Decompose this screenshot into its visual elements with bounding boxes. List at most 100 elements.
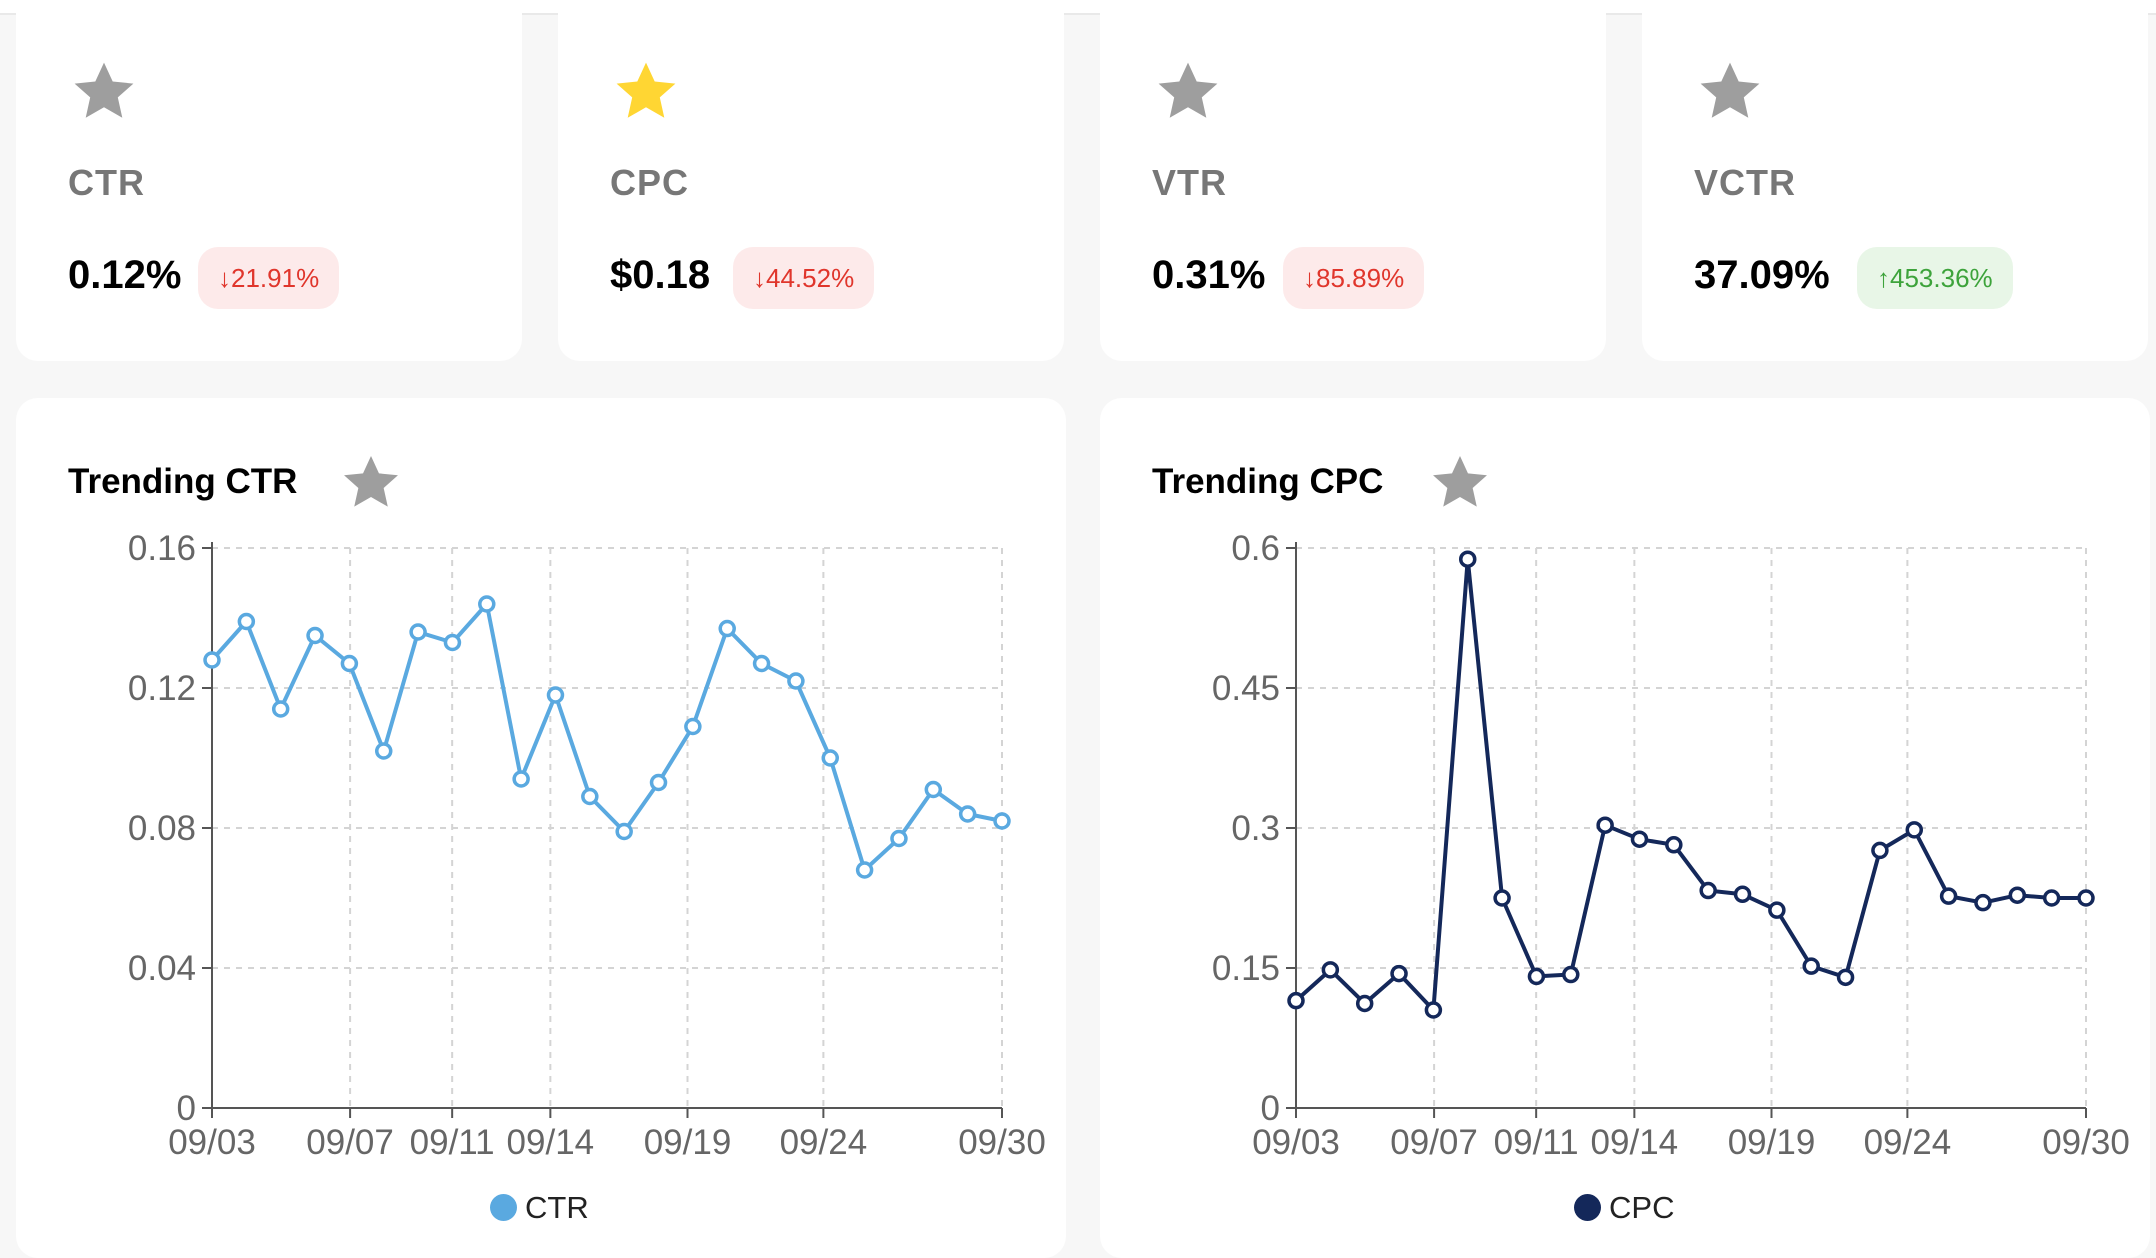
data-point[interactable] (409, 623, 427, 641)
kpi-value: 0.31% (1152, 253, 1266, 297)
data-point[interactable] (993, 812, 1011, 830)
y-tick-label: 0 (177, 1089, 196, 1128)
data-point[interactable] (306, 626, 324, 645)
x-tick-label: 09/30 (2042, 1123, 2130, 1162)
data-point[interactable] (2077, 889, 2095, 907)
chart-title: Trending CTR (68, 462, 298, 501)
y-tick-label: 0.45 (1212, 669, 1280, 708)
data-point[interactable] (718, 619, 736, 638)
y-tick-label: 0.3 (1231, 809, 1280, 848)
x-tick-label: 09/19 (1728, 1123, 1816, 1162)
data-point[interactable] (855, 861, 874, 879)
y-tick-label: 0.15 (1212, 949, 1280, 988)
x-tick-label: 09/07 (1390, 1123, 1478, 1162)
kpi-label: VTR (1152, 162, 1227, 203)
kpi-card-vctr[interactable]: VCTR 37.09% ↑453.36% (1642, 0, 2148, 361)
kpi-value: 37.09% (1694, 253, 1830, 297)
favorite-star-icon[interactable] (68, 56, 140, 128)
data-point[interactable] (1939, 887, 1958, 905)
data-point[interactable] (1836, 968, 1855, 987)
data-point[interactable] (1321, 961, 1340, 979)
kpi-card-vtr[interactable]: VTR 0.31% ↓85.89% (1100, 0, 1606, 361)
data-point[interactable] (1390, 964, 1408, 983)
kpi-change-badge: ↓21.91% (198, 247, 340, 309)
data-point[interactable] (374, 742, 393, 760)
favorite-star-icon[interactable] (338, 450, 404, 516)
data-point[interactable] (684, 717, 702, 736)
trending-cpc-card: Trending CPC 0 0.15 0.3 0.45 0.6 09/03 09/07 09… (1100, 398, 2150, 1258)
data-point[interactable] (1905, 821, 1924, 839)
kpi-card-ctr[interactable]: CTR 0.12% ↓21.91% (16, 0, 522, 361)
data-point[interactable] (1630, 830, 1649, 848)
data-point[interactable] (271, 700, 290, 718)
data-point[interactable] (1596, 816, 1614, 834)
kpi-label: CTR (68, 162, 145, 203)
data-point[interactable] (1562, 965, 1580, 984)
x-tick-label: 09/19 (644, 1123, 732, 1162)
x-tick-label: 09/14 (507, 1123, 595, 1162)
data-point[interactable] (237, 612, 256, 631)
trending-ctr-card: Trending CTR 0 0.04 0.08 0.12 0.16 09/03 09/07… (16, 398, 1066, 1258)
data-point[interactable] (787, 672, 805, 690)
data-point[interactable] (1768, 901, 1786, 919)
data-point[interactable] (1527, 967, 1546, 986)
data-point[interactable] (2008, 886, 2027, 904)
y-tick-label: 0 (1261, 1089, 1280, 1128)
y-tick-label: 0.08 (128, 809, 196, 848)
data-point[interactable] (1355, 994, 1374, 1013)
kpi-label: CPC (610, 162, 690, 203)
data-point[interactable] (1287, 991, 1305, 1010)
data-point[interactable] (203, 651, 221, 669)
favorite-star-icon[interactable] (610, 56, 682, 128)
y-tick-label: 0.6 (1231, 529, 1280, 568)
data-point[interactable] (752, 654, 771, 673)
cpc-line-chart: 0 0.15 0.3 0.45 0.6 09/03 09/07 09/11 09/14 09/19… (1212, 529, 2130, 1162)
data-point[interactable] (443, 633, 462, 652)
data-point[interactable] (649, 773, 668, 792)
data-point[interactable] (1699, 881, 1717, 900)
legend-swatch (1574, 1194, 1601, 1221)
data-point[interactable] (2042, 889, 2061, 907)
data-point[interactable] (478, 595, 496, 613)
chart-legend: CTR (490, 1190, 589, 1226)
x-tick-label: 09/03 (168, 1123, 256, 1162)
data-point[interactable] (1974, 893, 1992, 912)
legend-label: CTR (525, 1190, 589, 1225)
favorite-star-icon[interactable] (1694, 56, 1766, 128)
y-tick-label: 0.04 (128, 949, 196, 988)
kpi-label: VCTR (1694, 162, 1796, 203)
data-point[interactable] (821, 749, 840, 767)
series-line (210, 602, 1003, 872)
data-point[interactable] (1424, 1001, 1443, 1019)
data-point[interactable] (512, 770, 530, 788)
kpi-card-cpc[interactable]: CPC $0.18 ↓44.52% (558, 0, 1064, 361)
data-point[interactable] (546, 686, 565, 704)
x-tick-label: 09/24 (1864, 1123, 1952, 1162)
data-point[interactable] (615, 822, 633, 841)
chart-legend: CPC (1574, 1190, 1674, 1226)
data-point[interactable] (1458, 550, 1477, 568)
favorite-star-icon[interactable] (1427, 450, 1493, 516)
data-point[interactable] (581, 787, 599, 806)
kpi-value: $0.18 (610, 253, 711, 297)
data-point[interactable] (1493, 889, 1511, 907)
legend-swatch (490, 1194, 517, 1221)
data-point[interactable] (890, 829, 908, 848)
y-tick-label: 0.16 (128, 529, 196, 568)
data-point[interactable] (1665, 836, 1683, 854)
data-point[interactable] (340, 654, 359, 673)
x-tick-label: 09/24 (780, 1123, 868, 1162)
kpi-value: 0.12% (68, 253, 182, 297)
x-tick-label: 09/11 (1494, 1123, 1579, 1162)
data-point[interactable] (924, 780, 943, 799)
data-point[interactable] (958, 805, 977, 823)
kpi-change-badge: ↓44.52% (733, 247, 875, 309)
data-point[interactable] (1802, 957, 1820, 975)
top-border (0, 0, 2156, 15)
favorite-star-icon[interactable] (1152, 56, 1224, 128)
kpi-change-badge: ↑453.36% (1857, 247, 2013, 309)
data-point[interactable] (1871, 841, 1889, 860)
legend-label: CPC (1609, 1190, 1675, 1225)
x-tick-label: 09/03 (1252, 1123, 1340, 1162)
data-point[interactable] (1733, 885, 1752, 904)
